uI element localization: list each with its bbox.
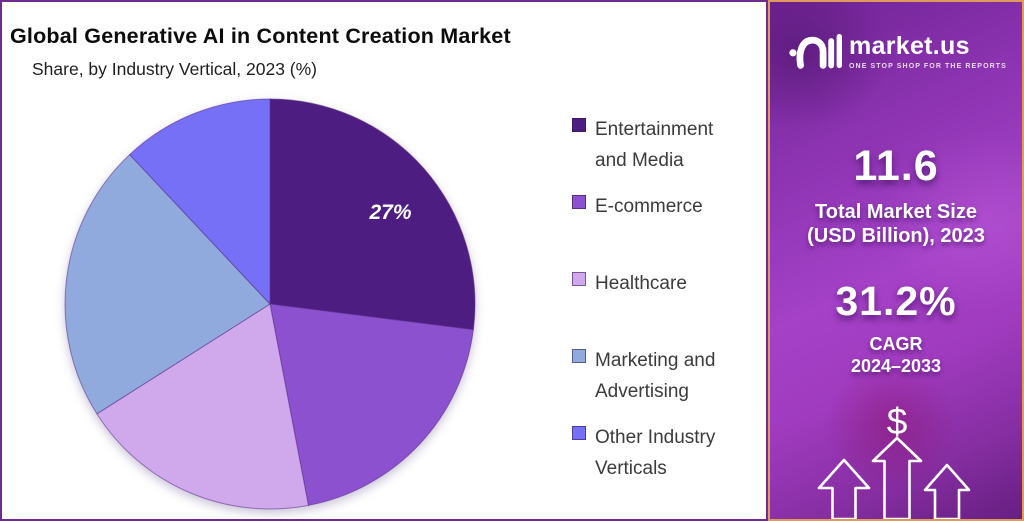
legend-label: Marketing and Advertising [595,350,716,402]
legend-marker-healthcare [572,272,586,286]
cagr-label-line2: 2024–2033 [850,356,942,376]
legend-item-entertainment-and-media: Entertainment and Media [572,114,747,176]
logo-text: market.us [849,32,970,60]
chart-title: Global Generative AI in Content Creation… [10,24,511,48]
pie-data-label: 27% [368,201,411,224]
market-us-logo-icon [789,33,842,69]
pie-slice-other-industry-verticals [128,98,271,306]
legend-marker-other-industry-verticals [572,426,586,440]
market-size-label: Total Market Size (USD Billion), 2023 [770,200,1022,248]
growth-arrows-icon: $ [817,401,971,519]
market-size-label-line1: Total Market Size [815,201,977,223]
legend-marker-marketing-and-advertising [572,349,586,363]
market-size-value: 11.6 [853,142,939,190]
chart-subtitle: Share, by Industry Vertical, 2023 (%) [32,59,317,79]
chart-panel: Global Generative AI in Content Creation… [0,0,768,521]
logo-text-block: market.us ONE STOP SHOP FOR THE REPORTS [849,28,1007,70]
cagr-label: CAGR 2024–2033 [770,333,1022,377]
logo-tagline: ONE STOP SHOP FOR THE REPORTS [849,63,1007,70]
legend-marker-entertainment-and-media [572,118,586,132]
pie-slice-healthcare [96,303,309,510]
legend-label: Healthcare [595,273,687,294]
pie-chart: 27% [64,98,476,510]
market-size-label-line2: (USD Billion), 2023 [807,225,985,247]
dollar-icon: $ [887,401,908,442]
stat-market-size: 11.6 Total Market Size (USD Billion), 20… [770,142,1022,248]
legend: Entertainment and Media E-commerce Healt… [572,114,757,494]
stat-cagr: 31.2% CAGR 2024–2033 [770,278,1022,377]
legend-item-e-commerce: E-commerce [572,191,747,222]
arrow-up-right-icon [923,463,971,519]
legend-marker-e-commerce [572,195,586,209]
cagr-value: 31.2% [835,278,957,324]
brand-sidebar: market.us ONE STOP SHOP FOR THE REPORTS … [768,0,1024,521]
legend-item-other-industry-verticals: Other Industry Verticals [572,422,747,484]
legend-label: Other Industry Verticals [595,427,716,479]
pie-slice-e-commerce [269,303,474,506]
pie-slice-marketing-and-advertising [64,153,271,415]
arrow-up-left-icon [817,458,871,519]
legend-label: E-commerce [595,196,703,217]
pie-slice-entertainment-and-media [269,98,476,331]
legend-item-marketing-and-advertising: Marketing and Advertising [572,345,747,407]
legend-item-healthcare: Healthcare [572,268,747,299]
legend-label: Entertainment and Media [595,119,714,171]
arrow-up-middle-icon [871,436,923,519]
logo: market.us ONE STOP SHOP FOR THE REPORTS [788,28,1007,74]
cagr-label-line1: CAGR [869,334,923,354]
